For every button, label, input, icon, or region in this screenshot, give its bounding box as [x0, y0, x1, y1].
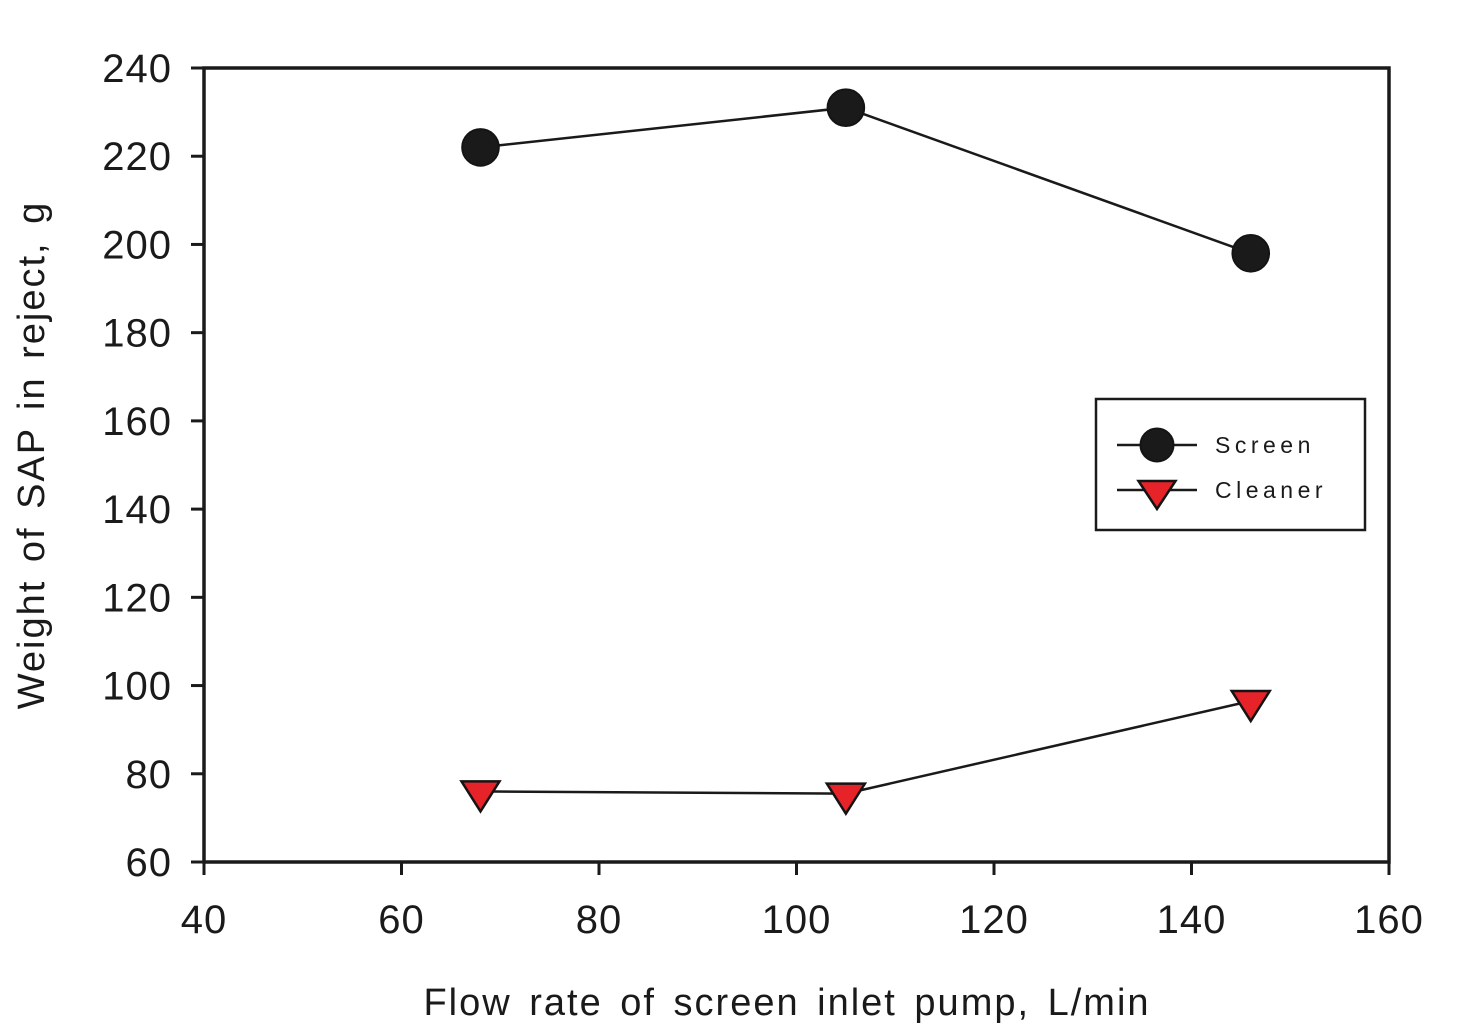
y-axis-title: Weight of SAP in reject, g [11, 201, 53, 710]
x-axis-title: Flow rate of screen inlet pump, L/min [423, 982, 1150, 1024]
x-tick-label: 80 [576, 898, 623, 942]
series-group [459, 88, 1273, 816]
cleaner-line [480, 699, 1252, 795]
cleaner-marker [459, 780, 502, 814]
x-tick-label: 120 [959, 898, 1029, 942]
screen-marker [826, 88, 866, 127]
x-tick-label: 140 [1157, 898, 1227, 942]
y-tick-label: 200 [102, 223, 172, 267]
x-tick-label: 160 [1354, 898, 1424, 942]
cleaner-marker [824, 782, 868, 816]
legend-cleaner-label: Cleaner [1215, 477, 1327, 503]
legend-box [1094, 397, 1367, 532]
cleaner-marker [1229, 689, 1273, 724]
y-tick-label: 120 [102, 576, 172, 620]
y-tick-label: 60 [126, 841, 173, 885]
y-tick-label: 180 [102, 312, 172, 356]
screen-marker [461, 128, 500, 167]
y-tick-label: 160 [102, 400, 172, 444]
screen-marker [1231, 233, 1271, 273]
y-tick-label: 100 [102, 665, 172, 709]
legend-screen-circle-icon [1139, 427, 1175, 463]
screen-line [480, 106, 1252, 255]
y-tick-label: 220 [102, 135, 172, 179]
y-tick-label: 80 [126, 753, 173, 797]
x-tick-label: 100 [762, 898, 832, 942]
axes-group: 40 60 80 100 120 140 1606080100120140160180200… [102, 47, 1424, 942]
x-tick-label: 60 [378, 898, 425, 942]
legend-cleaner-triangle-icon [1136, 479, 1178, 512]
y-tick-label: 240 [102, 47, 172, 91]
y-tick-label: 140 [102, 488, 172, 532]
legend-screen-label: Screen [1215, 432, 1315, 458]
x-tick-label: 40 [181, 898, 228, 942]
legend: Screen Cleaner [1094, 397, 1367, 532]
